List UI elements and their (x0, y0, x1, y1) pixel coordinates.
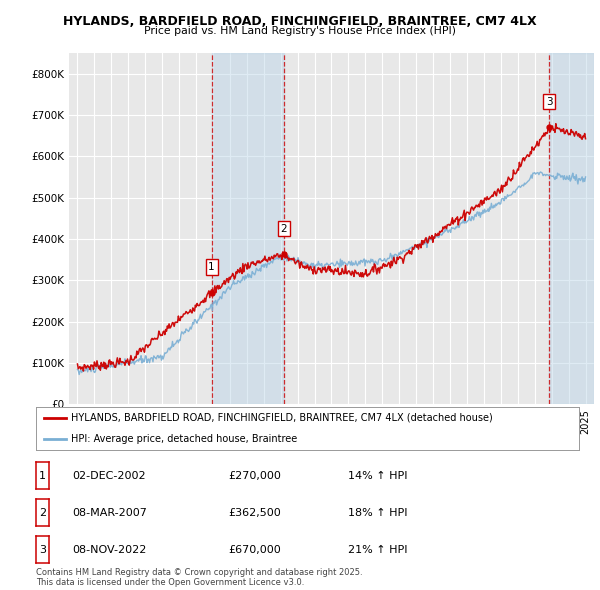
Text: 18% ↑ HPI: 18% ↑ HPI (348, 508, 407, 517)
Text: 14% ↑ HPI: 14% ↑ HPI (348, 471, 407, 480)
Bar (212, 53, 284, 404)
Text: HYLANDS, BARDFIELD ROAD, FINCHINGFIELD, BRAINTREE, CM7 4LX: HYLANDS, BARDFIELD ROAD, FINCHINGFIELD, … (63, 15, 537, 28)
Text: 2: 2 (39, 508, 46, 517)
Text: Price paid vs. HM Land Registry's House Price Index (HPI): Price paid vs. HM Land Registry's House … (144, 26, 456, 36)
Text: 08-MAR-2007: 08-MAR-2007 (72, 508, 147, 517)
Text: HPI: Average price, detached house, Braintree: HPI: Average price, detached house, Brai… (71, 434, 298, 444)
Text: £270,000: £270,000 (228, 471, 281, 480)
Text: £362,500: £362,500 (228, 508, 281, 517)
Bar (549, 53, 594, 404)
Text: 2: 2 (280, 224, 287, 234)
Text: HYLANDS, BARDFIELD ROAD, FINCHINGFIELD, BRAINTREE, CM7 4LX (detached house): HYLANDS, BARDFIELD ROAD, FINCHINGFIELD, … (71, 413, 493, 422)
Text: 21% ↑ HPI: 21% ↑ HPI (348, 545, 407, 555)
Text: 3: 3 (546, 97, 553, 107)
Text: £670,000: £670,000 (228, 545, 281, 555)
Text: 02-DEC-2002: 02-DEC-2002 (72, 471, 146, 480)
Text: 3: 3 (39, 545, 46, 555)
Text: 1: 1 (39, 471, 46, 480)
Text: 08-NOV-2022: 08-NOV-2022 (72, 545, 146, 555)
Text: Contains HM Land Registry data © Crown copyright and database right 2025.
This d: Contains HM Land Registry data © Crown c… (36, 568, 362, 587)
Text: 1: 1 (208, 262, 215, 272)
